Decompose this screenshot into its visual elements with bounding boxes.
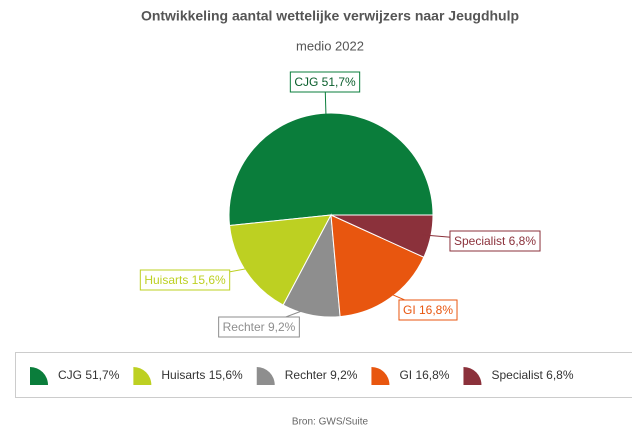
data-label-text: CJG 51,7% <box>294 75 356 89</box>
data-label: Specialist 6,8% <box>450 231 540 251</box>
chart-subtitle: medio 2022 <box>296 38 364 53</box>
pie-slice <box>229 113 433 226</box>
data-label-text: GI 16,8% <box>403 303 453 317</box>
legend-label: CJG 51,7% <box>58 368 120 382</box>
chart-title: Ontwikkeling aantal wettelijke verwijzer… <box>141 8 519 24</box>
data-label: GI 16,8% <box>399 300 457 320</box>
legend-label: Rechter 9,2% <box>285 368 358 382</box>
data-label: Huisarts 15,6% <box>140 270 229 290</box>
data-label: CJG 51,7% <box>290 72 359 92</box>
data-label-text: Rechter 9,2% <box>223 320 296 334</box>
data-label-text: Huisarts 15,6% <box>144 273 226 287</box>
source: Bron: GWS/Suite <box>292 417 369 428</box>
legend-label: Specialist 6,8% <box>491 368 573 382</box>
data-label: Rechter 9,2% <box>219 317 300 337</box>
legend-label: Huisarts 15,6% <box>161 368 243 382</box>
data-label-text: Specialist 6,8% <box>454 234 536 248</box>
legend-label: GI 16,8% <box>399 368 449 382</box>
